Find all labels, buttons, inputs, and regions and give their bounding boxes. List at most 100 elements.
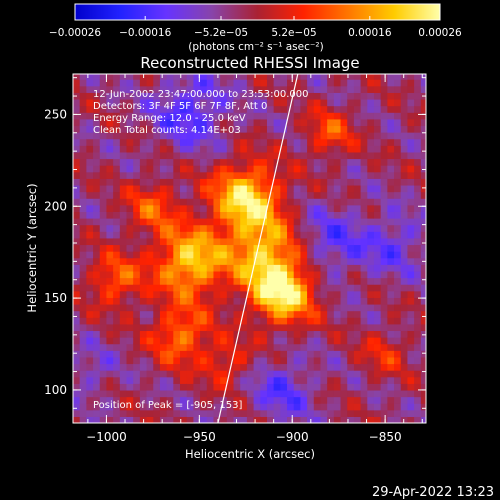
heatmap-cell <box>133 310 141 318</box>
heatmap-cell <box>126 270 134 279</box>
heatmap-cell <box>119 178 128 186</box>
heatmap-cell <box>159 383 168 391</box>
heatmap-cell <box>173 211 181 219</box>
heatmap-cell <box>86 383 94 391</box>
heatmap-cell <box>340 284 348 292</box>
heatmap-cell <box>126 277 134 285</box>
heatmap-cell <box>246 151 255 160</box>
heatmap-cell <box>166 244 174 252</box>
heatmap-cell <box>193 337 201 345</box>
heatmap-cell <box>119 211 128 219</box>
heatmap-cell <box>287 151 295 160</box>
heatmap-cell <box>113 191 121 199</box>
heatmap-cell <box>99 125 108 133</box>
heatmap-cell <box>166 370 174 378</box>
heatmap-cell <box>206 264 215 272</box>
heatmap-cell <box>93 277 101 285</box>
heatmap-cell <box>394 145 402 153</box>
heatmap-cell <box>86 218 94 226</box>
heatmap-cell <box>153 158 161 166</box>
heatmap-cell <box>373 403 382 411</box>
heatmap-cell <box>340 257 348 265</box>
heatmap-cell <box>73 118 81 127</box>
heatmap-cell <box>367 74 375 80</box>
heatmap-cell <box>340 211 348 219</box>
heatmap-cell <box>113 257 121 265</box>
heatmap-cell <box>387 184 395 193</box>
heatmap-cell <box>420 79 426 87</box>
heatmap-cell <box>266 204 275 212</box>
heatmap-cell <box>193 330 201 338</box>
heatmap-cell <box>180 165 188 173</box>
heatmap-cell <box>280 145 288 153</box>
heatmap-cell <box>153 277 161 285</box>
heatmap-cell <box>153 330 161 338</box>
heatmap-cell <box>220 284 228 292</box>
heatmap-cell <box>373 231 382 239</box>
heatmap-cell <box>327 376 335 384</box>
heatmap-cell <box>340 317 348 325</box>
heatmap-cell <box>253 343 261 351</box>
heatmap-cell <box>313 145 322 153</box>
heatmap-cell <box>280 237 288 246</box>
heatmap-cell <box>407 270 415 279</box>
heatmap-cell <box>394 171 402 179</box>
heatmap-cell <box>200 257 208 265</box>
heatmap-cell <box>233 356 241 365</box>
heatmap-cell <box>186 158 194 166</box>
heatmap-cell <box>333 264 342 272</box>
heatmap-cell <box>200 251 208 259</box>
heatmap-cell <box>200 165 208 173</box>
heatmap-cell <box>387 277 395 285</box>
heatmap-cell <box>300 112 308 120</box>
heatmap-cell <box>173 184 181 193</box>
heatmap-cell <box>280 92 288 100</box>
heatmap-cell <box>126 363 134 371</box>
heatmap-cell <box>246 224 255 232</box>
heatmap-cell <box>240 191 248 199</box>
heatmap-cell <box>193 151 201 160</box>
heatmap-cell <box>226 396 235 404</box>
heatmap-cell <box>407 284 415 292</box>
heatmap-cell <box>146 251 154 259</box>
heatmap-cell <box>153 138 161 146</box>
heatmap-cell <box>394 178 402 186</box>
heatmap-cell <box>213 151 221 160</box>
heatmap-cell <box>266 370 275 378</box>
heatmap-cell <box>159 158 168 166</box>
heatmap-cell <box>313 198 322 206</box>
heatmap-cell <box>220 376 228 384</box>
heatmap-cell <box>159 178 168 186</box>
heatmap-cell <box>200 191 208 199</box>
heatmap-cell <box>133 118 141 127</box>
heatmap-cell <box>139 132 148 140</box>
heatmap-cell <box>193 165 201 173</box>
heatmap-cell <box>153 303 161 312</box>
heatmap-cell <box>327 105 335 113</box>
heatmap-cell <box>320 231 328 239</box>
heatmap-cell <box>180 74 188 80</box>
heatmap-cell <box>260 317 268 325</box>
heatmap-cell <box>79 264 87 272</box>
heatmap-cell <box>139 290 148 298</box>
heatmap-cell <box>253 310 261 318</box>
heatmap-cell <box>166 158 174 166</box>
heatmap-cell <box>159 297 168 305</box>
heatmap-cell <box>246 145 255 153</box>
heatmap-cell <box>253 403 261 411</box>
heatmap-cell <box>307 105 315 113</box>
heatmap-cell <box>293 409 302 417</box>
heatmap-cell <box>253 244 261 252</box>
heatmap-cell <box>273 290 281 298</box>
heatmap-cell <box>93 125 101 133</box>
heatmap-cell <box>206 112 215 120</box>
heatmap-cell <box>93 237 101 246</box>
heatmap-cell <box>186 343 194 351</box>
heatmap-cell <box>200 396 208 404</box>
heatmap-cell <box>226 409 235 417</box>
heatmap-cell <box>380 383 388 391</box>
heatmap-cell <box>400 79 409 87</box>
heatmap-cell <box>79 74 87 80</box>
heatmap-cell <box>360 303 368 312</box>
